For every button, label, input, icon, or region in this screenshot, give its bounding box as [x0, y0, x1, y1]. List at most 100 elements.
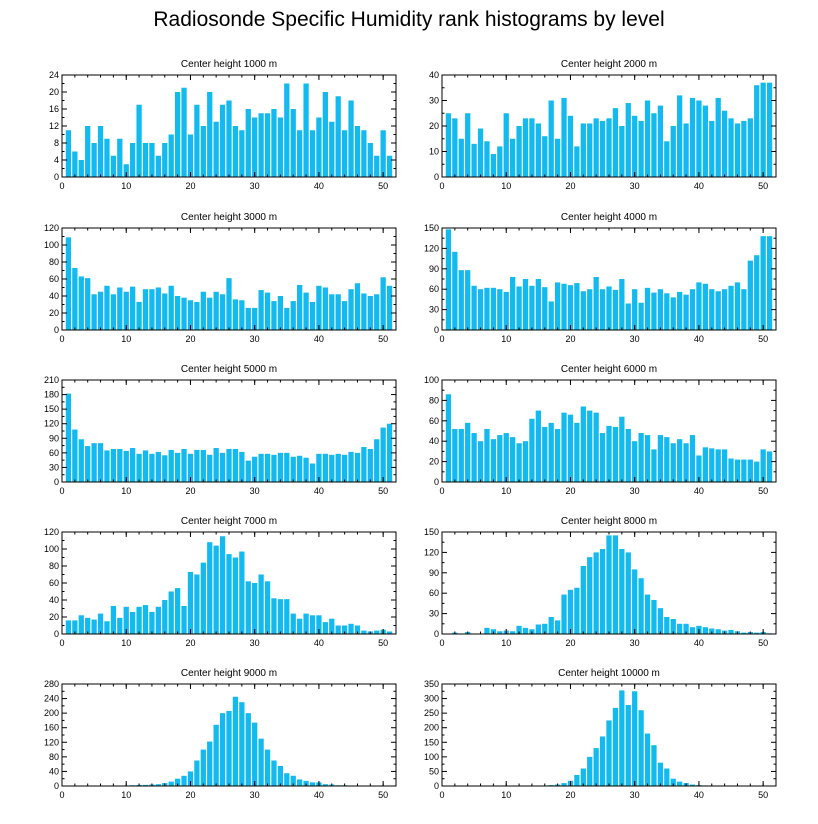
histogram-bar	[290, 775, 296, 786]
histogram-bar	[335, 625, 341, 634]
y-tick-label: 40	[49, 291, 59, 301]
panel-5: Center height 5000 m 0 10 20 30 40 50 0 30 60 90 12…	[44, 364, 397, 496]
histogram-bar	[510, 276, 516, 330]
x-tick-label: 50	[378, 486, 388, 496]
histogram-bar	[542, 287, 548, 330]
panel-1: Center height 1000 m 0 10 20 30 40 50 0 4 8 12 16 20…	[49, 59, 397, 191]
histogram-bar	[632, 441, 638, 482]
histogram-bar	[386, 285, 393, 330]
x-tick-label: 10	[501, 790, 511, 800]
histogram-bar	[728, 118, 734, 177]
histogram-bar	[689, 784, 696, 786]
histogram-bar	[490, 154, 497, 177]
histogram-bar	[709, 289, 715, 330]
histogram-bar	[741, 459, 747, 482]
histogram-bar	[97, 291, 104, 330]
y-tick-label: 150	[424, 737, 439, 747]
histogram-bar	[542, 623, 548, 634]
histogram-bar	[574, 283, 580, 330]
histogram-bar	[322, 92, 328, 177]
histogram-bar	[503, 291, 509, 330]
y-tick-label: 120	[424, 243, 439, 253]
histogram-bar	[657, 762, 664, 786]
histogram-bar	[554, 620, 561, 634]
x-tick-label: 10	[121, 181, 131, 191]
histogram-bar	[104, 621, 110, 634]
histogram-bar	[213, 724, 219, 786]
histogram-bar	[110, 605, 117, 634]
histogram-bar	[277, 452, 284, 482]
histogram-bar	[689, 627, 696, 634]
histogram-bar	[232, 448, 239, 482]
x-tick-label: 50	[758, 334, 768, 344]
histogram-bar	[734, 123, 741, 177]
y-tick-label: 160	[44, 723, 59, 733]
histogram-bar	[290, 301, 296, 330]
histogram-bar	[561, 412, 567, 482]
histogram-bar	[632, 289, 638, 330]
y-tick-label: 40	[429, 436, 439, 446]
histogram-bar	[162, 600, 168, 634]
histogram-bar	[490, 439, 497, 482]
histogram-bar	[142, 143, 149, 177]
histogram-bar	[522, 279, 529, 330]
histogram-bar	[354, 283, 361, 330]
histogram-bar	[599, 120, 606, 177]
histogram-bar	[110, 294, 117, 330]
x-tick-label: 40	[694, 790, 704, 800]
histogram-bar	[155, 451, 161, 482]
histogram-bar	[580, 123, 586, 177]
histogram-bar	[477, 289, 484, 330]
x-tick-label: 30	[250, 181, 260, 191]
histogram-bar	[219, 536, 226, 634]
histogram-bar	[142, 784, 149, 786]
histogram-bar	[226, 278, 232, 330]
x-tick-label: 30	[250, 790, 260, 800]
histogram-bar	[386, 423, 393, 482]
histogram-bar	[484, 287, 490, 330]
histogram-bar	[664, 768, 670, 786]
histogram-bar	[316, 453, 322, 482]
x-tick-label: 0	[439, 790, 444, 800]
histogram-bar	[264, 453, 271, 482]
histogram-bar	[110, 155, 117, 177]
y-tick-label: 20	[49, 308, 59, 318]
histogram-bar	[721, 449, 728, 482]
histogram-bar	[625, 428, 631, 482]
histogram-bar	[309, 130, 316, 177]
histogram-bar	[252, 117, 258, 177]
histogram-bar	[97, 126, 104, 177]
histogram-bar	[367, 448, 373, 482]
histogram-bar	[747, 118, 753, 177]
panel-title: Center height 3000 m	[181, 212, 277, 223]
histogram-bar	[632, 569, 638, 634]
histogram-bar	[574, 146, 580, 177]
x-tick-label: 20	[185, 638, 195, 648]
histogram-bar	[593, 748, 599, 786]
y-tick-label: 100	[424, 375, 439, 385]
histogram-bar	[619, 690, 625, 786]
histogram-bar	[284, 452, 290, 482]
histogram-bar	[245, 109, 251, 177]
histogram-bar	[245, 460, 251, 482]
histogram-bar	[657, 289, 664, 330]
panel-10: Center height 10000 m 0 10 20 30 40 50 0 50 100 15…	[424, 668, 777, 800]
y-tick-label: 0	[54, 781, 59, 791]
y-tick-label: 30	[429, 609, 439, 619]
x-tick-label: 20	[185, 790, 195, 800]
histogram-bar	[554, 428, 561, 482]
histogram-bar	[497, 146, 503, 177]
histogram-bar	[677, 95, 683, 177]
x-tick-label: 50	[758, 638, 768, 648]
histogram-bar	[361, 630, 367, 634]
histogram-bar	[625, 552, 631, 634]
histogram-bar	[174, 778, 181, 786]
histogram-bar	[97, 443, 104, 482]
histogram-bar	[683, 623, 689, 634]
histogram-bar	[290, 109, 296, 177]
histogram-bar	[766, 451, 773, 482]
histogram-bar	[104, 138, 110, 177]
histogram-bar	[290, 456, 296, 482]
y-tick-label: 80	[49, 752, 59, 762]
histogram-bar	[651, 600, 657, 634]
